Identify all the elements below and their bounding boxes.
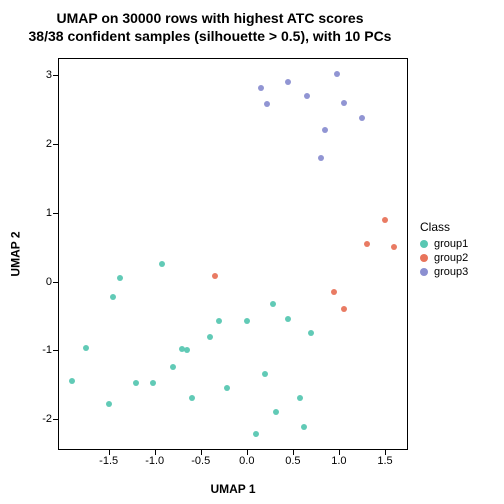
chart-title-line2: 38/38 confident samples (silhouette > 0.…: [0, 28, 420, 46]
scatter-point: [189, 395, 195, 401]
scatter-point: [106, 401, 112, 407]
x-axis-label: UMAP 1: [58, 482, 408, 496]
y-tick-label: 1: [22, 207, 52, 219]
y-axis-label-text: UMAP 2: [9, 231, 23, 276]
scatter-point: [341, 306, 347, 312]
x-tick-label: 0.0: [239, 455, 254, 467]
scatter-point: [304, 93, 310, 99]
panel-border: [58, 58, 408, 450]
y-tick-label: 3: [22, 69, 52, 81]
scatter-point: [110, 294, 116, 300]
legend-label: group2: [434, 252, 468, 264]
legend: Class group1 group2 group3: [420, 220, 468, 280]
y-tick-mark: [53, 75, 58, 76]
scatter-point: [318, 155, 324, 161]
y-tick-label: -1: [22, 344, 52, 356]
legend-label: group3: [434, 266, 468, 278]
legend-swatch: [420, 240, 428, 248]
x-tick-label: 1.0: [331, 455, 346, 467]
scatter-point: [117, 275, 123, 281]
y-tick-label: 2: [22, 138, 52, 150]
x-tick-label: 1.5: [377, 455, 392, 467]
scatter-point: [212, 273, 218, 279]
scatter-point: [341, 100, 347, 106]
y-tick-mark: [53, 419, 58, 420]
y-axis-label: UMAP 2: [8, 58, 24, 450]
chart-title-line1: UMAP on 30000 rows with highest ATC scor…: [0, 10, 420, 28]
legend-swatch: [420, 254, 428, 262]
scatter-point: [364, 241, 370, 247]
x-tick-label: -0.5: [191, 455, 210, 467]
scatter-point: [334, 71, 340, 77]
legend-item: group1: [420, 238, 468, 250]
legend-swatch: [420, 268, 428, 276]
chart-title: UMAP on 30000 rows with highest ATC scor…: [0, 10, 420, 45]
y-tick-label: 0: [22, 276, 52, 288]
scatter-point: [270, 301, 276, 307]
umap-scatter-chart: UMAP on 30000 rows with highest ATC scor…: [0, 0, 504, 504]
y-tick-mark: [53, 144, 58, 145]
scatter-point: [224, 385, 230, 391]
scatter-point: [359, 115, 365, 121]
legend-title: Class: [420, 220, 468, 234]
legend-item: group3: [420, 266, 468, 278]
scatter-point: [258, 85, 264, 91]
scatter-point: [382, 217, 388, 223]
legend-item: group2: [420, 252, 468, 264]
y-tick-label: -2: [22, 413, 52, 425]
x-tick-label: 0.5: [285, 455, 300, 467]
y-tick-mark: [53, 213, 58, 214]
y-tick-mark: [53, 350, 58, 351]
scatter-point: [69, 378, 75, 384]
plot-area: [58, 58, 408, 450]
legend-label: group1: [434, 238, 468, 250]
x-tick-label: -1.5: [99, 455, 118, 467]
x-tick-label: -1.0: [145, 455, 164, 467]
scatter-point: [83, 345, 89, 351]
y-tick-mark: [53, 282, 58, 283]
scatter-point: [207, 334, 213, 340]
